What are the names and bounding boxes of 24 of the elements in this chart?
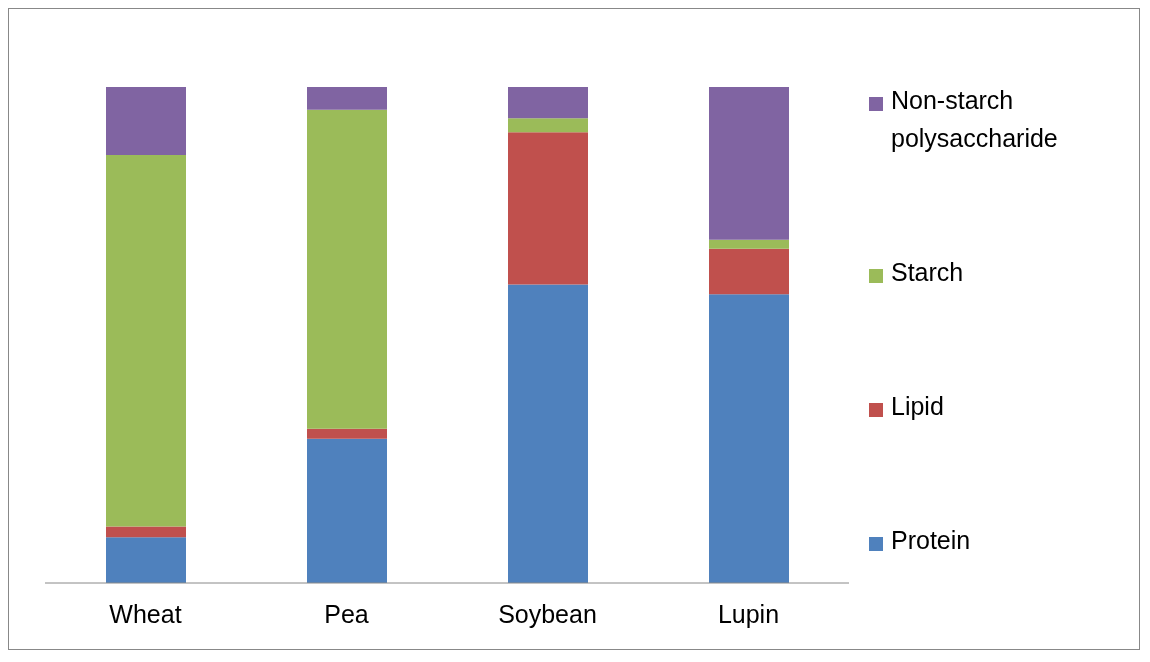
bar [508,118,588,133]
bar [709,294,789,583]
x-tick-label: Pea [324,599,369,628]
bar [307,428,387,439]
bar [307,109,387,429]
x-tick-label: Lupin [717,599,780,628]
bar [508,284,588,583]
x-tick-label: Soybean [498,599,597,628]
bar [307,87,387,110]
legend-label: Non-starch polysaccharide [891,85,1059,154]
bar [106,537,186,583]
bar [709,248,789,295]
x-tick-label: Wheat [109,599,182,628]
bar [508,87,588,119]
bar [709,87,789,240]
bar [508,132,588,285]
legend-label: Starch [891,257,964,288]
bar [106,87,186,155]
bar [307,438,387,583]
bar [106,526,186,538]
legend-label: Protein [891,525,971,556]
legend-label: Lipid [891,391,944,422]
bar [709,239,789,249]
bar [106,154,186,527]
